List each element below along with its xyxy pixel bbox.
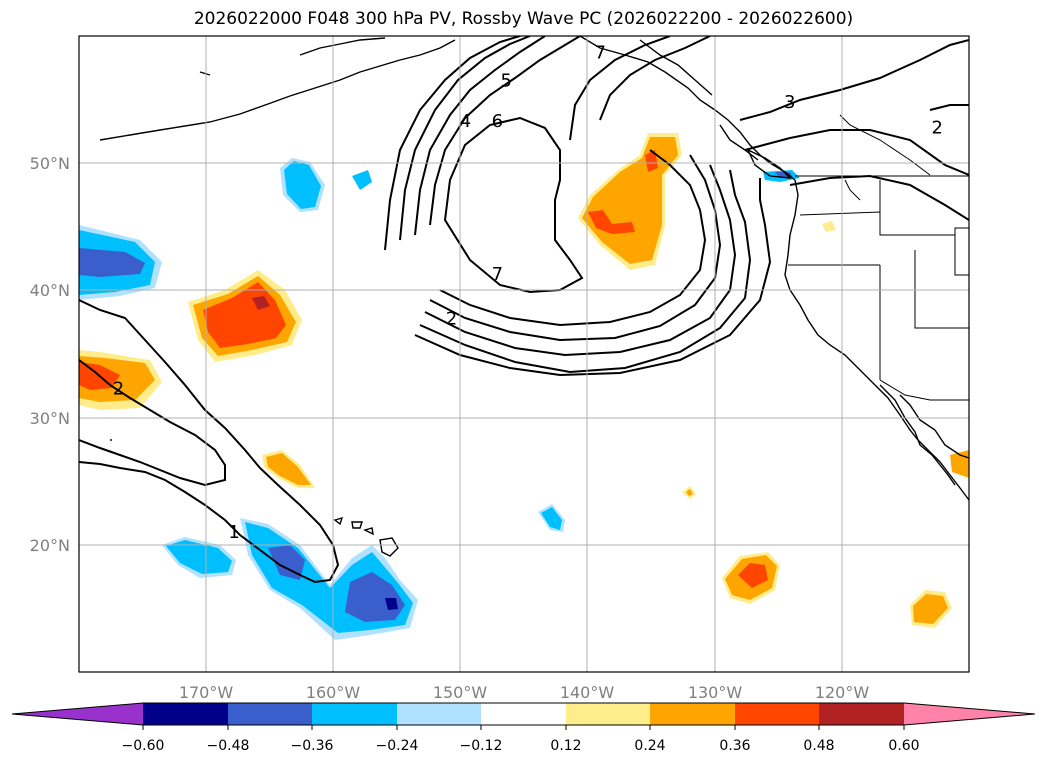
colorbar-segment [143, 703, 228, 725]
lon-tick-labels: 170°W 160°W 150°W 140°W 130°W 120°W [179, 683, 870, 702]
lat-tick-label: 30°N [30, 409, 70, 428]
map-title: 2026022000 F048 300 hPa PV, Rossby Wave … [193, 9, 854, 29]
lon-tick-label: 120°W [815, 683, 870, 702]
colorbar-ticks [142, 725, 905, 730]
lon-tick-label: 170°W [179, 683, 234, 702]
colorbar-label: 0.36 [719, 738, 750, 754]
political-borders [788, 114, 969, 401]
lat-tick-label: 40°N [30, 281, 70, 300]
map-frame [78, 35, 970, 673]
colorbar-label: 0.24 [634, 738, 665, 754]
pv-anomaly-shading [79, 133, 969, 640]
colorbar-segment [650, 703, 735, 725]
lat-tick-label: 20°N [30, 536, 70, 555]
lon-tick-label: 140°W [560, 683, 615, 702]
colorbar-segment [566, 703, 650, 725]
colorbar-label: 0.12 [550, 738, 581, 754]
lon-tick-label: 160°W [306, 683, 361, 702]
contour-label: 2 [931, 118, 942, 139]
lon-tick-label: 150°W [433, 683, 488, 702]
contour-label: 2 [113, 378, 124, 399]
lon-tick-label: 130°W [688, 683, 743, 702]
colorbar-segment [312, 703, 397, 725]
colorbar-extend-min [12, 703, 143, 725]
colorbar-label: 0.60 [888, 738, 919, 754]
colorbar-label: −0.36 [291, 738, 334, 754]
contour-label: 2 [446, 308, 457, 329]
contour-label: 4 [460, 111, 471, 132]
colorbar: −0.60 −0.48 −0.36 −0.24 −0.12 0.12 0.24 … [11, 702, 1036, 754]
colorbar-label: −0.12 [460, 738, 503, 754]
gridlines [79, 36, 969, 672]
colorbar-label: 0.48 [803, 738, 834, 754]
colorbar-segment [481, 703, 566, 725]
lat-tick-labels: 20°N 30°N 40°N 50°N [30, 154, 70, 555]
colorbar-segment [397, 703, 481, 725]
colorbar-label: −0.24 [376, 738, 419, 754]
colorbar-label: −0.48 [207, 738, 250, 754]
contour-label: 7 [595, 43, 606, 64]
contour-label: 6 [492, 111, 503, 132]
lat-tick-label: 50°N [30, 154, 70, 173]
colorbar-segment [228, 703, 312, 725]
colorbar-extend-max [904, 703, 1035, 725]
colorbar-segment [819, 703, 904, 725]
contour-label: 7 [492, 264, 503, 285]
contour-label: 1 [228, 522, 239, 543]
contour-labels: 7 5 4 6 7 2 3 2 2 1 [113, 43, 943, 544]
contour-label: 3 [784, 92, 795, 113]
colorbar-segment [735, 703, 819, 725]
colorbar-label: −0.60 [122, 738, 165, 754]
contour-label: 5 [500, 71, 511, 92]
